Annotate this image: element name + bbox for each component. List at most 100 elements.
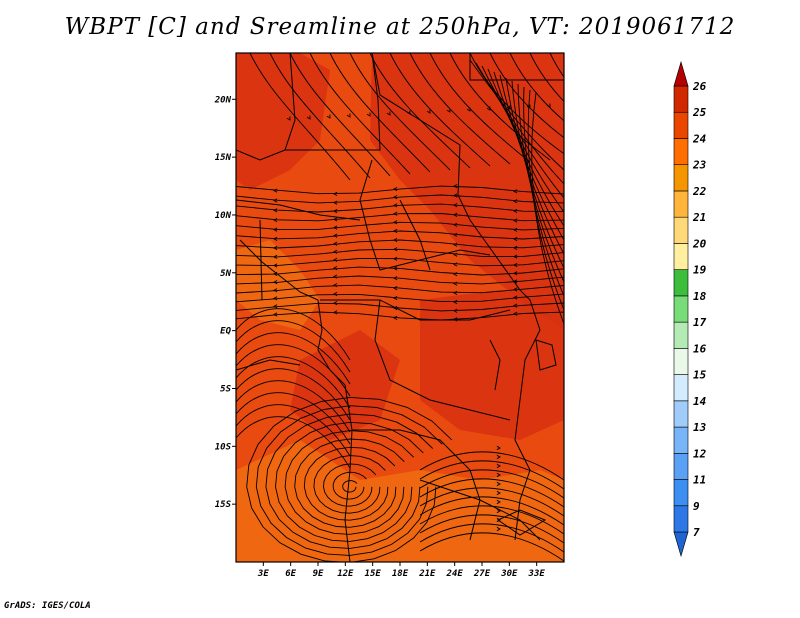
stream-arrow xyxy=(273,296,278,301)
streamline xyxy=(236,185,564,195)
streamline xyxy=(236,320,351,373)
border-line xyxy=(236,359,301,371)
stream-arrow xyxy=(273,263,278,268)
stream-arrow xyxy=(393,315,398,320)
stream-arrow xyxy=(386,111,391,116)
stream-arrow xyxy=(496,445,501,451)
border-line xyxy=(352,429,481,541)
colorbar-swatch xyxy=(673,452,689,480)
wbpt-field xyxy=(236,53,564,562)
stream-arrow xyxy=(496,463,501,469)
streamline xyxy=(419,523,564,553)
streamline xyxy=(419,460,564,490)
stream-arrow xyxy=(306,115,311,120)
stream-arrow xyxy=(567,103,570,107)
stream-arrow xyxy=(513,311,518,316)
colorbar-label: 14 xyxy=(693,395,707,408)
stream-arrow xyxy=(333,274,338,279)
x-tick-label: 9E xyxy=(313,569,324,579)
stream-arrow xyxy=(453,252,458,257)
streamline xyxy=(303,446,396,521)
stream-arrow xyxy=(273,254,278,259)
streamline xyxy=(419,469,564,499)
stream-arrow xyxy=(393,187,398,192)
stream-arrow xyxy=(496,481,501,487)
stream-arrow xyxy=(393,195,398,200)
stream-arrow xyxy=(393,238,398,243)
stream-arrow xyxy=(273,304,278,309)
stream-arrow xyxy=(393,228,398,234)
stream-arrow xyxy=(453,299,458,305)
stream-arrow xyxy=(273,236,278,241)
y-tick-label: 15S xyxy=(215,500,232,510)
stream-arrow xyxy=(526,104,531,109)
stream-arrow xyxy=(273,218,278,223)
colorbar-label: 7 xyxy=(693,526,700,539)
streamline xyxy=(419,487,564,517)
colorbar-label: 26 xyxy=(692,80,707,93)
stream-arrow xyxy=(453,272,458,277)
streamline xyxy=(469,59,564,171)
streamline xyxy=(255,405,443,556)
stream-arrow xyxy=(453,184,458,189)
x-tick-label: 3E xyxy=(257,569,269,579)
x-tick-label: 30E xyxy=(500,569,518,579)
streamline xyxy=(269,53,371,179)
colorbar-label: 20 xyxy=(692,237,707,250)
y-tick-label: 15N xyxy=(215,153,232,163)
field-dark-region xyxy=(236,53,330,190)
x-tick-label: 18E xyxy=(392,569,409,579)
colorbar-swatch xyxy=(673,164,689,192)
y-tick-label: 10N xyxy=(215,211,232,221)
colorbar-swatch xyxy=(673,243,689,270)
streamline xyxy=(332,471,367,500)
border-line xyxy=(514,329,541,541)
stream-arrow xyxy=(393,220,398,225)
stream-arrow xyxy=(496,499,501,505)
streamline xyxy=(236,344,351,397)
stream-arrow xyxy=(453,290,458,295)
stream-arrow xyxy=(513,227,518,232)
x-tick-label: 21E xyxy=(418,569,436,579)
streamline xyxy=(323,463,377,507)
streamline xyxy=(429,53,531,163)
x-tick-label: 33E xyxy=(528,569,546,579)
colorbar-label: 23 xyxy=(692,159,707,172)
border-line xyxy=(371,53,541,331)
stream-arrow xyxy=(273,312,278,317)
streamline xyxy=(236,392,351,445)
colorbar-label: 13 xyxy=(693,421,707,434)
stream-arrow xyxy=(333,291,338,297)
streamline xyxy=(246,396,453,562)
stream-arrow xyxy=(513,218,518,223)
streamline xyxy=(449,53,551,161)
stream-arrow xyxy=(453,212,458,217)
streamline xyxy=(236,416,351,469)
map-title: WBPT [C] and Sreamline at 250hPa, VT: 20… xyxy=(64,14,736,40)
x-tick-label: 27E xyxy=(473,569,491,579)
stream-arrow xyxy=(453,308,458,313)
streamlines xyxy=(236,53,570,562)
streamline xyxy=(249,53,351,181)
streamline xyxy=(236,266,564,276)
streamline xyxy=(389,53,491,167)
streamline xyxy=(489,53,564,139)
field-dark-region xyxy=(420,290,564,440)
colorbar-swatch xyxy=(673,190,689,218)
border-line xyxy=(284,53,381,151)
y-tick-label: 5N xyxy=(220,269,231,279)
y-axis-ticks: 20N 15N 10N 5N EQ 5S 10S 15S xyxy=(214,95,236,510)
stream-arrow xyxy=(513,295,518,300)
streamline xyxy=(419,496,564,526)
stream-arrow xyxy=(273,280,278,285)
streamline xyxy=(509,53,564,122)
x-tick-label: 15E xyxy=(365,569,382,579)
streamline xyxy=(419,532,564,562)
stream-arrow xyxy=(513,303,518,308)
streamline xyxy=(236,332,351,385)
colorbar-label: 24 xyxy=(692,133,707,146)
stream-arrow xyxy=(273,245,278,251)
colorbar-swatch xyxy=(673,85,689,113)
stream-arrow xyxy=(513,208,518,213)
x-tick-label: 12E xyxy=(337,569,354,579)
